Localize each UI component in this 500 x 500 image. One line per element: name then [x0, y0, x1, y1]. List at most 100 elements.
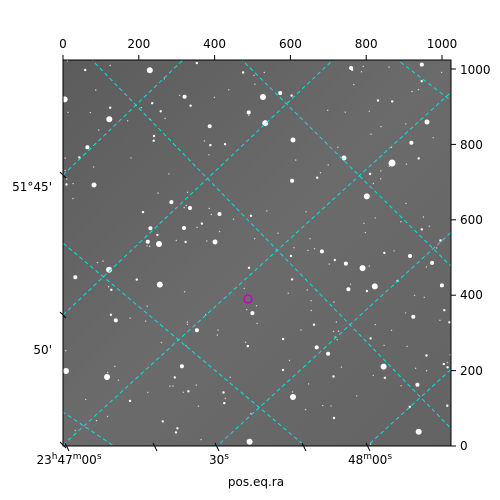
star	[420, 80, 423, 83]
star	[423, 296, 425, 298]
axes-frame	[62, 59, 452, 447]
star	[287, 292, 289, 294]
star	[146, 245, 148, 247]
star	[349, 283, 352, 285]
star	[290, 178, 295, 183]
star	[147, 391, 149, 394]
star	[222, 391, 225, 394]
star	[146, 67, 153, 74]
ra-tick-label: 23h47m00s	[36, 452, 101, 467]
star	[241, 71, 245, 74]
star	[117, 379, 120, 381]
star	[309, 238, 311, 240]
star	[196, 226, 198, 229]
star	[246, 110, 251, 115]
star	[383, 251, 386, 255]
star	[344, 111, 346, 113]
star	[114, 365, 116, 368]
star	[380, 126, 382, 128]
star	[217, 329, 219, 331]
star	[291, 391, 294, 393]
star	[293, 247, 295, 249]
star	[96, 261, 99, 264]
star	[307, 383, 310, 385]
star	[313, 248, 316, 250]
star	[255, 305, 258, 307]
star	[262, 120, 269, 127]
star	[178, 94, 181, 97]
star	[223, 401, 226, 405]
star	[246, 309, 248, 311]
star	[290, 394, 296, 400]
star	[212, 239, 218, 245]
star	[141, 210, 145, 214]
star	[306, 289, 308, 291]
star	[446, 366, 449, 369]
star	[169, 385, 171, 387]
star	[210, 213, 212, 216]
star	[246, 344, 249, 348]
star	[415, 382, 420, 387]
star	[310, 300, 312, 302]
star	[327, 109, 329, 112]
star	[319, 249, 324, 254]
star	[213, 96, 216, 99]
sky-image	[63, 60, 451, 446]
star	[197, 405, 200, 407]
star	[405, 202, 407, 205]
star	[247, 266, 251, 269]
star	[84, 68, 87, 72]
star	[228, 89, 230, 91]
star	[417, 157, 420, 160]
top-tick-label: 800	[355, 37, 378, 51]
star	[195, 384, 197, 386]
star	[89, 111, 92, 114]
star	[326, 351, 331, 356]
star	[349, 66, 354, 70]
star	[128, 399, 132, 403]
star	[332, 416, 336, 420]
star	[413, 294, 416, 296]
star	[186, 321, 189, 323]
star	[380, 363, 387, 370]
star	[85, 398, 87, 401]
star	[249, 214, 253, 217]
star	[341, 155, 347, 161]
star	[417, 88, 420, 91]
target-marker	[243, 294, 253, 304]
star	[383, 376, 387, 379]
star	[335, 321, 338, 323]
star	[179, 364, 184, 369]
star	[428, 225, 430, 227]
star	[135, 278, 138, 281]
star	[332, 375, 335, 378]
star	[186, 191, 189, 193]
star	[409, 140, 414, 145]
star	[253, 74, 255, 77]
star	[216, 334, 218, 336]
star	[156, 281, 163, 288]
star	[340, 366, 343, 368]
star	[263, 71, 265, 74]
star	[91, 182, 97, 188]
star	[104, 374, 110, 380]
star	[106, 116, 113, 123]
star	[152, 139, 155, 142]
star	[314, 345, 319, 350]
star	[183, 206, 185, 209]
star	[107, 286, 110, 288]
star	[305, 211, 307, 213]
star	[408, 405, 411, 408]
star	[425, 354, 428, 357]
star	[370, 133, 372, 135]
dec-grid-line	[63, 60, 334, 316]
star	[73, 275, 78, 280]
right-tick-label: 400	[460, 288, 483, 302]
star	[391, 100, 394, 103]
star	[64, 169, 66, 172]
star	[223, 143, 227, 146]
star	[405, 163, 408, 165]
star	[113, 318, 118, 323]
star	[368, 172, 372, 176]
